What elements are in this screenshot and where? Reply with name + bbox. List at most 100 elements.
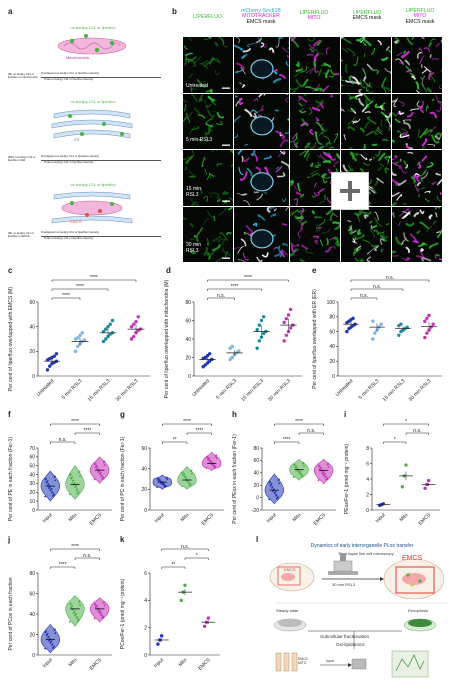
significance-label: **	[173, 437, 177, 443]
panel-label-e: e	[312, 266, 317, 275]
data-point	[300, 475, 303, 478]
x-tick-label: 15 min RSL3	[382, 378, 407, 403]
formula-left: (M) ox-bodipy C11 or liperfluo in mitoch…	[8, 72, 38, 80]
data-point	[431, 322, 435, 326]
data-point	[284, 333, 289, 337]
x-tick-label: Mito	[398, 512, 409, 523]
y-axis-title: Per cent of PEox in each fraction (Fer-1…	[232, 434, 238, 524]
data-point	[47, 487, 50, 490]
micrograph-texture	[290, 150, 340, 206]
data-point	[44, 647, 47, 650]
data-point	[183, 476, 186, 479]
y-tick-label: 20	[185, 355, 191, 361]
y-tick-label: 20	[253, 483, 259, 489]
condition-line: RSL3	[186, 247, 199, 254]
er-illustration	[51, 109, 133, 139]
micrograph-tile	[234, 93, 289, 149]
header-line: LIPERFLUO	[193, 14, 222, 20]
formula-denominator: Total ox-bodipy C11 or liperfluo intensi…	[44, 236, 94, 240]
data-point	[294, 466, 297, 469]
data-point	[163, 485, 166, 488]
data-point	[101, 329, 106, 334]
micrograph-tile	[341, 93, 391, 149]
data-point	[68, 493, 71, 496]
plus-icon	[340, 181, 360, 201]
y-tick-label: 8	[366, 446, 369, 452]
micrograph-tile	[234, 37, 289, 93]
y-tick-label: 0	[32, 508, 35, 514]
header-col-1: LIPERFLUO	[180, 14, 235, 20]
organelle-label-emcs: EMCS	[70, 219, 82, 224]
data-point	[93, 463, 96, 466]
y-tick-label: 80	[185, 300, 191, 306]
x-tick-label: EMCS	[89, 512, 104, 527]
y-axis-title: Per cent of PCox in each fraction	[8, 577, 14, 650]
data-point	[45, 634, 48, 637]
data-point	[47, 639, 50, 642]
data-point	[53, 476, 56, 479]
data-point	[298, 471, 300, 474]
x-tick-label: 5 min RSL3	[215, 378, 238, 401]
data-point	[423, 335, 427, 340]
zoom-in-button[interactable]	[331, 172, 369, 210]
data-point	[299, 473, 302, 476]
x-tick-label: 15 min RSL3	[240, 378, 265, 403]
data-point	[79, 475, 81, 478]
data-point	[183, 583, 187, 587]
data-point	[230, 344, 235, 349]
data-point	[321, 472, 324, 475]
data-point	[288, 307, 293, 312]
data-point	[98, 612, 101, 615]
panel-l: Dynamics of early interorganelle PLox tr…	[262, 541, 448, 685]
y-tick-label: 0	[332, 374, 335, 380]
panel-label-b: b	[172, 7, 177, 16]
data-point	[215, 457, 218, 459]
y-tick-label: 0	[32, 653, 35, 659]
data-point	[259, 318, 264, 323]
data-point	[54, 632, 57, 635]
condition-line: RSL3	[186, 191, 199, 198]
y-axis-title: Per cent of liperfluo overlapped with ER…	[312, 289, 318, 389]
data-point	[76, 344, 80, 349]
y-tick-label: 30	[29, 481, 35, 487]
tube-label-emcs: EMCS	[298, 657, 308, 661]
data-point	[104, 327, 108, 331]
condition-line: 15 min	[186, 186, 202, 192]
x-tick-label: 30 min RSL3	[408, 378, 433, 403]
data-point	[286, 313, 291, 317]
chart-h: -20 0 20 40 60 80 Input Mito EMCS Per cent of PEo…	[232, 419, 336, 527]
y-tick-label: 40	[141, 466, 147, 472]
data-point	[76, 620, 79, 622]
data-point	[379, 322, 383, 326]
panel-label-h: h	[232, 410, 237, 419]
y-tick-label: 60	[29, 591, 35, 597]
y-tick-label: 80	[329, 315, 335, 321]
fraction-line	[41, 160, 161, 161]
x-tick-label: Input	[42, 657, 55, 670]
data-point	[73, 349, 78, 354]
y-tick-label: 60	[185, 318, 191, 324]
data-point	[136, 315, 140, 319]
y-tick-label: 60	[253, 458, 259, 464]
y-axis-title: Per cent of PE in each fraction (Fer-1)	[8, 437, 14, 522]
micrograph-texture	[183, 93, 230, 146]
condition-line: Untreated	[186, 83, 208, 89]
y-tick-label: 50	[29, 464, 35, 470]
data-point	[179, 598, 183, 603]
significance-label: n.s.	[83, 553, 91, 559]
y-tick-label: 10	[29, 499, 35, 505]
steady-state-label: Steady state	[276, 608, 299, 613]
x-tick-label: Input	[42, 512, 55, 525]
chart-e: 0 20 40 60 80 100 Untreated 5 min RSL3 15 min RS…	[312, 275, 442, 403]
significance-label: *	[196, 553, 198, 559]
x-tick-label: Untreated	[335, 378, 355, 398]
emcs-illustration	[51, 191, 133, 224]
data-point	[205, 456, 208, 459]
significance-label: *	[405, 419, 407, 425]
data-point	[97, 471, 100, 473]
significance-label: ****	[295, 419, 303, 425]
data-point	[268, 481, 271, 484]
panel-label-g: g	[120, 410, 125, 419]
data-point	[423, 486, 427, 490]
y-tick-label: 2	[144, 625, 147, 631]
